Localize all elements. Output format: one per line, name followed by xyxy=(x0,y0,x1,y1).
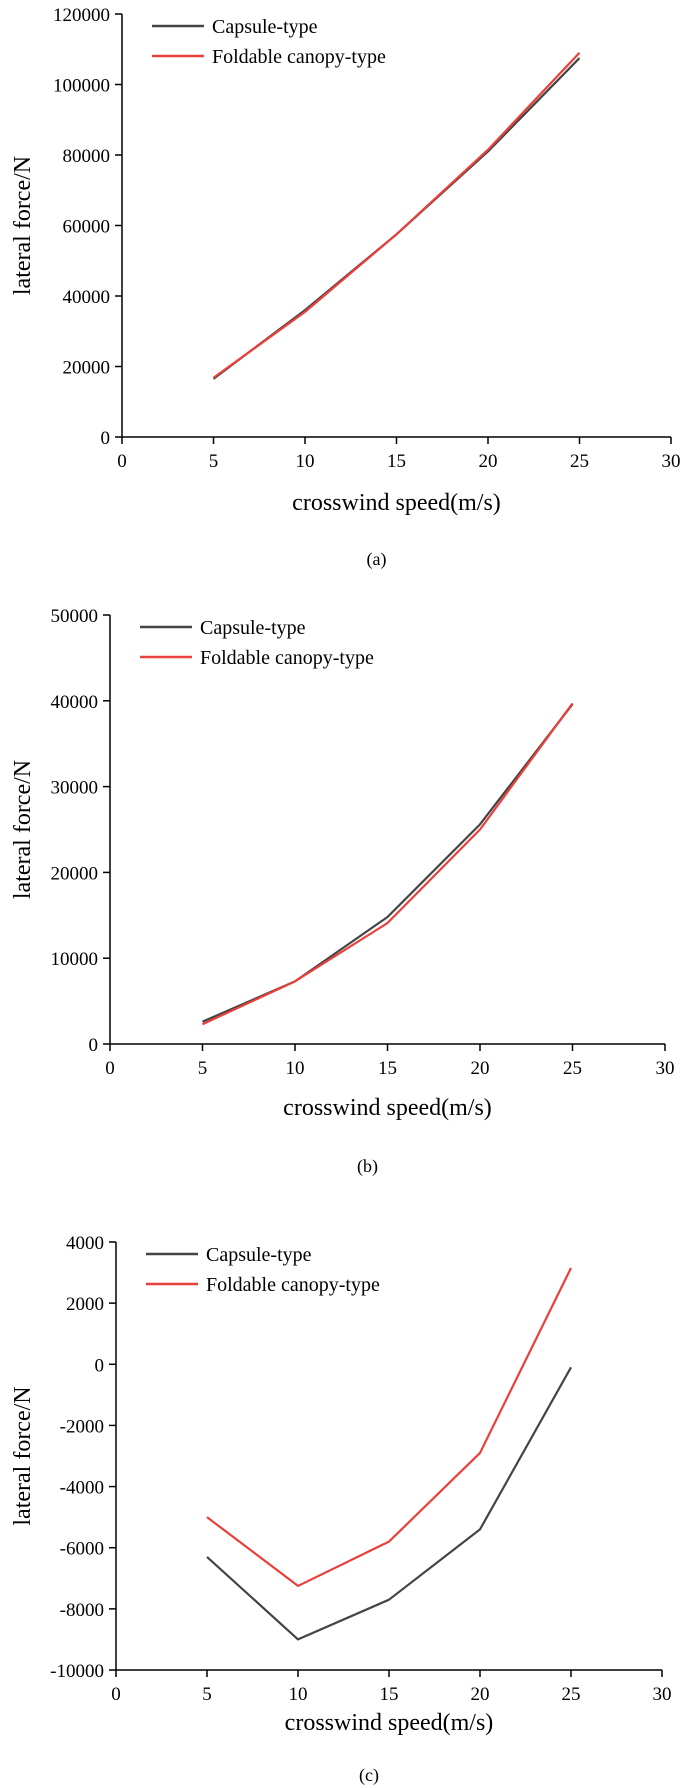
series-line-foldable-canopy xyxy=(206,1267,572,1588)
legend-entry: Foldable canopy-type xyxy=(206,1274,380,1296)
chart-b: 0 5 10 15 20 25 30 0 10000 20000 30000 40000 50000 cr… xyxy=(10,606,675,1177)
legend-entry: Capsule-type xyxy=(212,16,318,38)
legend-entry: Foldable canopy-type xyxy=(200,647,374,669)
y-tick-label: 100000 xyxy=(53,76,110,97)
y-axis-label: lateral force/N xyxy=(10,760,36,899)
x-tick-label: 15 xyxy=(387,451,406,472)
figure-caption: (b) xyxy=(357,1156,378,1177)
x-tick-label: 20 xyxy=(471,1684,490,1705)
y-tick-label: 0 xyxy=(89,1035,99,1056)
x-tick-label: 30 xyxy=(656,1058,675,1079)
x-tick-label: 10 xyxy=(289,1684,308,1705)
series-line-capsule xyxy=(206,1366,572,1641)
y-axis-label: lateral force/N xyxy=(10,156,36,295)
y-tick-label: -8000 xyxy=(60,1600,104,1621)
y-tick-label: 80000 xyxy=(63,146,111,167)
x-tick-label: 5 xyxy=(209,451,219,472)
y-tick-label: -4000 xyxy=(60,1478,104,1499)
series-line-foldable-canopy xyxy=(202,702,574,1026)
x-axis-label: crosswind speed(m/s) xyxy=(285,1710,494,1736)
x-tick-label: 0 xyxy=(105,1058,115,1079)
x-tick-label: 0 xyxy=(111,1684,121,1705)
y-tick-label: 120000 xyxy=(53,5,110,26)
y-tick-label: 20000 xyxy=(51,863,99,884)
y-tick-label: 0 xyxy=(101,428,111,449)
x-tick-label: 30 xyxy=(662,451,681,472)
y-axis-label: lateral force/N xyxy=(10,1386,36,1525)
y-tick-label: 20000 xyxy=(63,358,111,379)
chart-c: 0 5 10 15 20 25 30 -10000 -8000 -6000 -4000 -2000 0 2… xyxy=(10,1233,672,1786)
x-tick-label: 15 xyxy=(380,1684,399,1705)
y-tick-label: 4000 xyxy=(66,1233,104,1254)
series-line-foldable-canopy xyxy=(212,52,581,379)
y-tick-label: 60000 xyxy=(63,217,111,238)
x-tick-label: 10 xyxy=(296,451,315,472)
y-tick-label: -6000 xyxy=(60,1539,104,1560)
x-tick-label: 0 xyxy=(117,451,127,472)
figure-caption: (a) xyxy=(367,549,387,570)
x-tick-label: 5 xyxy=(202,1684,212,1705)
y-tick-label: 50000 xyxy=(51,606,99,627)
y-tick-label: 0 xyxy=(95,1355,105,1376)
figure-caption: (c) xyxy=(359,1765,379,1786)
x-tick-label: 15 xyxy=(378,1058,397,1079)
legend-entry: Capsule-type xyxy=(206,1244,312,1266)
series-line-capsule xyxy=(202,703,574,1023)
series-line-capsule xyxy=(212,57,581,380)
x-tick-label: 20 xyxy=(479,451,498,472)
y-tick-label: -2000 xyxy=(60,1416,104,1437)
y-tick-label: 30000 xyxy=(51,778,99,799)
y-tick-label: 10000 xyxy=(51,949,99,970)
y-tick-label: 2000 xyxy=(66,1294,104,1315)
x-tick-label: 25 xyxy=(570,451,589,472)
y-tick-label: -10000 xyxy=(50,1661,104,1682)
x-tick-label: 20 xyxy=(471,1058,490,1079)
y-tick-label: 40000 xyxy=(63,287,111,308)
y-tick-label: 40000 xyxy=(51,692,99,713)
x-axis-label: crosswind speed(m/s) xyxy=(283,1095,492,1121)
x-tick-label: 30 xyxy=(653,1684,672,1705)
chart-a: 0 5 10 15 20 25 30 0 20000 40000 60000 80000 100000 1… xyxy=(10,5,681,570)
legend-entry: Foldable canopy-type xyxy=(212,46,386,68)
x-tick-label: 25 xyxy=(562,1684,581,1705)
x-tick-label: 5 xyxy=(198,1058,208,1079)
x-axis-label: crosswind speed(m/s) xyxy=(292,490,501,516)
legend-entry: Capsule-type xyxy=(200,617,306,639)
x-tick-label: 10 xyxy=(286,1058,305,1079)
x-tick-label: 25 xyxy=(563,1058,582,1079)
